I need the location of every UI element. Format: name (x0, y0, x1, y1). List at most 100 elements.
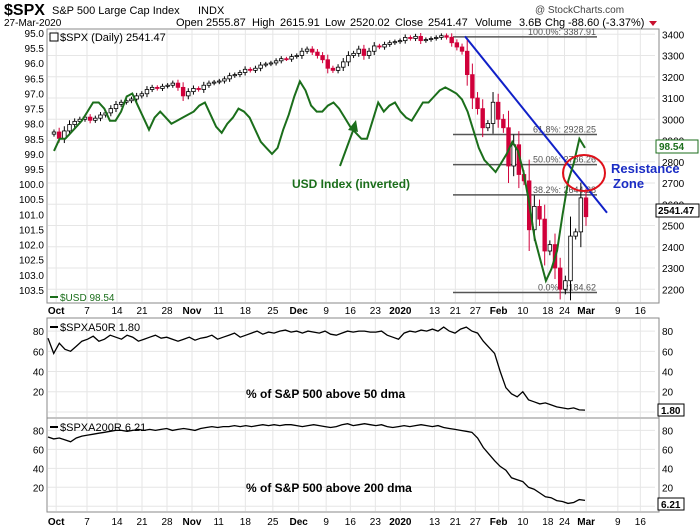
x-tick-label-bottom: 16 (635, 517, 647, 528)
low-label: Low (325, 17, 345, 29)
p3-value-tag (657, 497, 685, 511)
annotation-arrow-icon (348, 120, 358, 132)
x-tick-label-top: 28 (161, 306, 173, 317)
candle-body (263, 63, 268, 66)
x-tick-label-top: 18 (542, 306, 554, 317)
left-axis-label: 98.0 (25, 120, 45, 131)
candle-body (423, 39, 429, 42)
x-tick-label-bottom: 18 (542, 517, 554, 528)
resistance-label-1: Resistance (611, 161, 680, 176)
candle-body (397, 40, 403, 43)
breadth-layer (47, 326, 586, 505)
x-tick-label-top: 18 (240, 306, 252, 317)
usd-legend: $USD 98.54 (60, 293, 115, 304)
candle-body (403, 37, 408, 42)
candle-body (428, 38, 434, 40)
candle-body (289, 56, 294, 60)
p2-left-axis-label: 80 (33, 327, 45, 338)
x-tick-label-bottom: 13 (429, 517, 441, 528)
p3-right-axis-label: 60 (662, 445, 674, 456)
right-axis-label: 3400 (662, 30, 685, 41)
open-value: 2555.87 (206, 17, 246, 29)
x-tick-label-bottom: Mar (577, 517, 595, 528)
x-tick-label-bottom: 23 (370, 517, 382, 528)
right-axis-label: 3200 (662, 73, 685, 84)
x-tick-label-bottom: 21 (450, 517, 462, 528)
candle-body (206, 82, 212, 86)
left-axis-label: 102.5 (19, 256, 44, 267)
close-label: Close (395, 17, 423, 29)
candle-body (175, 82, 181, 88)
x-tick-label-bottom: 25 (267, 517, 279, 528)
x-tick-label-top: Dec (289, 306, 308, 317)
candle-body (310, 48, 315, 53)
open-label: Open (176, 17, 203, 29)
p3-left-axis-label: 20 (33, 483, 45, 494)
candle-body (273, 60, 279, 64)
candle-body (444, 35, 449, 38)
right-axis-label: 2300 (662, 264, 685, 275)
high-value: 2615.91 (280, 17, 320, 29)
p2-right-axis-label: 20 (662, 388, 674, 399)
left-axis-label: 96.0 (25, 59, 45, 70)
x-tick-label-bottom: 27 (470, 517, 482, 528)
volume-label: Volume (475, 17, 512, 29)
x-tick-label-top: 9 (615, 306, 621, 317)
right-axis-label: 2200 (662, 285, 685, 296)
exchange-label: INDX (198, 5, 225, 17)
left-axis-label: 95.5 (25, 44, 45, 55)
watermark: @ StockCharts.com (535, 5, 624, 16)
fib-level-label: 61.8%: 2928.25 (533, 124, 596, 134)
quote-date: 27-Mar-2020 (4, 18, 62, 29)
candle-body (201, 84, 206, 90)
x-tick-label-bottom: 24 (559, 517, 571, 528)
candle-body (408, 37, 413, 39)
index-description: S&P 500 Large Cap Index (52, 5, 180, 17)
candle-body (418, 35, 423, 42)
candle-body (392, 41, 398, 44)
x-tick-label-top: 9 (323, 306, 329, 317)
p2-right-axis-label: 80 (662, 327, 674, 338)
p2-value-tag-text: 1.80 (661, 406, 681, 417)
p3-value-tag-text: 6.21 (661, 500, 681, 511)
x-tick-label-top: 23 (370, 306, 382, 317)
candle-body (108, 108, 114, 114)
candle-body (160, 85, 165, 89)
candle-body (366, 50, 372, 56)
candle-body (356, 48, 361, 54)
left-axis-label: 101.5 (19, 225, 44, 236)
candle-body (325, 59, 330, 69)
candle-body (465, 50, 470, 76)
candle-body (129, 98, 134, 102)
x-tick-label-top: Oct (48, 306, 65, 317)
x-tick-label-top: 24 (559, 306, 571, 317)
x-tick-label-top: 10 (517, 306, 529, 317)
candle-body (315, 51, 320, 56)
candle-body (361, 48, 367, 56)
candle-body (330, 67, 336, 71)
low-value: 2520.02 (350, 17, 390, 29)
x-tick-label-top: 21 (136, 306, 148, 317)
candle-body (299, 50, 305, 56)
p3-left-axis-label: 80 (33, 426, 45, 437)
p2-right-axis-label: 60 (662, 347, 674, 358)
usd-annotation: USD Index (inverted) (292, 177, 410, 191)
p3-right-axis-label: 40 (662, 464, 674, 475)
candle-body (191, 88, 196, 93)
x-tick-label-bottom: 16 (345, 517, 357, 528)
usd-value-tag-text: 98.54 (659, 142, 684, 153)
p2-right-axis-label: 40 (662, 368, 674, 379)
candle-body (351, 52, 356, 56)
left-axis-label: 100.5 (19, 195, 44, 206)
right-axis-label: 2400 (662, 243, 685, 254)
candle-body (139, 93, 145, 97)
candle-body (557, 267, 563, 290)
usd-line (53, 79, 586, 284)
candle-body (279, 58, 284, 62)
resistance-label-2: Zone (613, 176, 644, 191)
spxa50r-line (47, 326, 586, 411)
chg-value: -88.60 (-3.37%) (568, 17, 644, 29)
p2-legend: $SPXA50R 1.80 (60, 322, 140, 334)
